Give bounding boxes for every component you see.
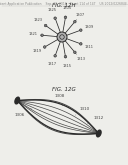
Text: Patent Application Publication    Sep. 13, 2012   Sheet 114 of 147    US 2012/02: Patent Application Publication Sep. 13, … bbox=[0, 2, 128, 6]
Text: 1325: 1325 bbox=[47, 8, 57, 18]
Text: 1319: 1319 bbox=[32, 47, 45, 53]
Text: 1315: 1315 bbox=[62, 57, 72, 67]
Circle shape bbox=[44, 24, 47, 27]
Circle shape bbox=[54, 54, 56, 57]
Ellipse shape bbox=[97, 130, 101, 137]
Ellipse shape bbox=[15, 97, 19, 104]
Circle shape bbox=[57, 32, 67, 42]
Text: 1312: 1312 bbox=[88, 116, 104, 123]
Text: 1311: 1311 bbox=[81, 44, 94, 49]
Circle shape bbox=[74, 51, 76, 54]
Circle shape bbox=[74, 20, 76, 23]
Text: 1307: 1307 bbox=[75, 13, 85, 22]
Text: FIG. 12G: FIG. 12G bbox=[52, 87, 76, 92]
Circle shape bbox=[43, 46, 46, 48]
Circle shape bbox=[64, 16, 67, 19]
Text: 1306: 1306 bbox=[15, 108, 31, 117]
Text: 1308: 1308 bbox=[55, 94, 65, 106]
Text: 1310: 1310 bbox=[76, 107, 90, 115]
Circle shape bbox=[54, 17, 56, 19]
Text: 1323: 1323 bbox=[34, 18, 46, 26]
Circle shape bbox=[41, 34, 43, 37]
Circle shape bbox=[79, 43, 82, 45]
Circle shape bbox=[79, 29, 82, 32]
Circle shape bbox=[64, 55, 67, 58]
Text: 1313: 1313 bbox=[75, 52, 85, 61]
Text: 1317: 1317 bbox=[48, 56, 57, 66]
Text: 1305: 1305 bbox=[62, 6, 72, 17]
Text: 1321: 1321 bbox=[29, 33, 42, 36]
Text: 1309: 1309 bbox=[81, 25, 94, 30]
Text: FIG. 12H: FIG. 12H bbox=[52, 3, 76, 8]
